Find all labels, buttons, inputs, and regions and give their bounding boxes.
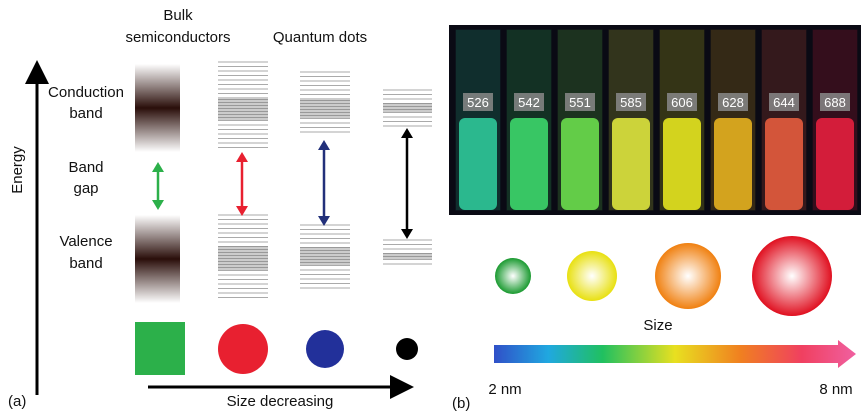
- size-gradient-arrow: [494, 340, 856, 368]
- size-label: Size decreasing: [227, 393, 334, 410]
- dot: [396, 338, 418, 360]
- vial-liquid: [510, 118, 548, 210]
- vial-label: 585: [620, 95, 642, 110]
- panel-label: (a): [8, 393, 26, 410]
- panel-label: (b): [452, 395, 470, 412]
- axis-label: Energy: [9, 146, 26, 194]
- dot-sphere: [655, 243, 721, 309]
- row-label: Valence: [59, 233, 112, 250]
- vial-liquid: [663, 118, 701, 210]
- dot: [306, 330, 344, 368]
- figure: Energy Bulk semiconductors Quantum dots …: [0, 0, 861, 412]
- vial-label: 526: [467, 95, 489, 110]
- vial-liquid: [459, 118, 497, 210]
- scale-label: 2 nm: [488, 381, 521, 398]
- vial-liquid: [612, 118, 650, 210]
- row-label: Band: [68, 159, 103, 176]
- scale-label: 8 nm: [819, 381, 852, 398]
- dot-sphere: [567, 251, 617, 301]
- bulk-band: [135, 64, 180, 152]
- vial-label: 542: [518, 95, 540, 110]
- row-label: band: [69, 255, 102, 272]
- dot-sphere: [495, 258, 531, 294]
- row-label: Conduction: [48, 84, 124, 101]
- vial-liquid: [816, 118, 854, 210]
- vial-label: 644: [773, 95, 795, 110]
- dot-sphere: [752, 236, 832, 316]
- row-label: gap: [73, 180, 98, 197]
- header: Bulk: [163, 7, 193, 24]
- vial-label: 606: [671, 95, 693, 110]
- panel-a: Energy Bulk semiconductors Quantum dots …: [8, 7, 432, 410]
- bulk-shape: [135, 322, 185, 375]
- vial-liquid: [765, 118, 803, 210]
- header: Quantum dots: [273, 29, 367, 46]
- vial-label: 628: [722, 95, 744, 110]
- row-label: band: [69, 105, 102, 122]
- header: semiconductors: [125, 29, 230, 46]
- vial-label: 688: [824, 95, 846, 110]
- size-label: Size: [643, 317, 672, 334]
- bulk-band: [135, 215, 180, 303]
- vial-label: 551: [569, 95, 591, 110]
- vial-liquid: [561, 118, 599, 210]
- vial-liquid: [714, 118, 752, 210]
- gap-arrows: [152, 128, 413, 239]
- dot: [218, 324, 268, 374]
